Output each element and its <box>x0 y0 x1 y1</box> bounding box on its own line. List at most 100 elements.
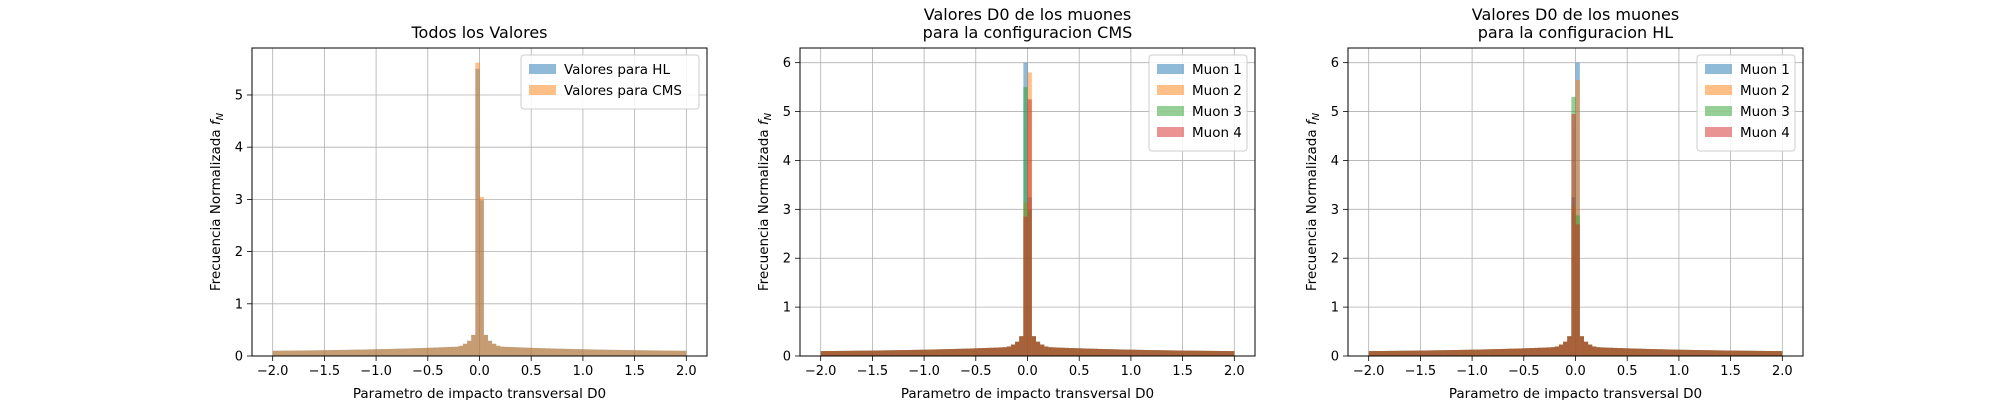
histogram-bar <box>1716 350 1721 356</box>
histogram-bar <box>1534 347 1539 356</box>
histogram-bar <box>363 349 369 356</box>
y-tick-label: 0 <box>235 350 243 365</box>
histogram-bar <box>1579 336 1584 356</box>
x-tick-label: −1.0 <box>360 364 392 379</box>
y-axis-label: Frecuencia Normalizada fN <box>1304 112 1322 291</box>
legend-swatch <box>1157 127 1184 137</box>
histogram-bar <box>1164 350 1169 356</box>
y-tick-label: 2 <box>1331 252 1339 267</box>
x-tick-label: −0.5 <box>960 364 992 379</box>
histogram-bar <box>446 347 451 356</box>
histogram-bar <box>1496 349 1502 356</box>
histogram-bar <box>1600 347 1605 356</box>
histogram-bar <box>1587 344 1593 356</box>
histogram-bar <box>1143 349 1148 356</box>
histogram-bar <box>882 350 888 356</box>
legend-label: Muon 2 <box>1740 83 1790 99</box>
histogram-bar <box>1060 347 1065 356</box>
histogram-bar <box>471 334 476 356</box>
histogram-bar <box>1048 347 1053 356</box>
legend-swatch <box>1705 106 1732 116</box>
legend: Muon 1 Muon 2 Muon 3 Muon 4 <box>1696 54 1796 152</box>
histogram-bar <box>1114 349 1119 356</box>
histogram-bar <box>1612 347 1618 356</box>
histogram-bar <box>322 350 327 356</box>
legend-label: Valores para CMS <box>564 83 682 99</box>
histogram-bar <box>1081 348 1086 356</box>
histogram-bar <box>1035 341 1041 356</box>
axes-frame <box>251 47 708 357</box>
histogram-bar <box>1077 348 1082 356</box>
histogram-bar <box>587 349 592 356</box>
histogram-bar <box>1712 350 1717 356</box>
histogram-bar <box>915 349 921 356</box>
histogram-bar <box>1645 348 1651 356</box>
histogram-bar <box>1583 341 1589 356</box>
histogram-bar <box>475 62 480 357</box>
histogram-bar <box>1616 348 1622 356</box>
histogram-bar <box>280 350 286 356</box>
histogram-bar <box>380 349 385 356</box>
histogram-bar <box>624 350 629 356</box>
x-tick-label: −2.0 <box>257 364 289 379</box>
histogram-bar <box>1480 349 1485 356</box>
histogram-bar <box>487 340 493 356</box>
histogram-bar <box>1422 350 1427 356</box>
histogram-bar <box>644 350 650 356</box>
histogram-bar <box>1093 348 1099 356</box>
histogram-bar <box>603 349 608 356</box>
histogram-bar <box>537 348 542 356</box>
histogram-bar <box>595 349 600 356</box>
y-axis-label-main: Frecuencia Normalizada <box>208 125 224 291</box>
histogram-bar <box>462 343 468 356</box>
histogram-bar <box>330 350 335 356</box>
histogram-bar <box>413 348 418 356</box>
histogram-bar <box>628 350 633 356</box>
histogram-bar <box>1629 348 1634 356</box>
x-tick-label: −0.5 <box>412 364 444 379</box>
histogram-bar <box>891 350 896 356</box>
y-axis-label: Frecuencia Normalizada fN <box>208 112 226 291</box>
histogram-bar <box>1155 350 1161 356</box>
y-tick-label: 4 <box>235 141 243 156</box>
histogram-bar <box>1695 350 1700 356</box>
histogram-bar <box>549 348 555 356</box>
series-4 <box>820 99 1235 356</box>
histogram-bar <box>1740 350 1746 356</box>
histogram-bar <box>491 343 497 356</box>
histogram-bar <box>1567 336 1572 356</box>
histogram-bar <box>682 350 687 356</box>
histogram-bar <box>371 349 377 356</box>
axes-frame <box>1347 47 1804 357</box>
histogram-bar <box>1765 350 1771 356</box>
histogram-bar <box>899 350 904 356</box>
histogram-bar <box>678 350 683 356</box>
histogram-bar <box>1230 351 1235 356</box>
axes-frame <box>799 47 1256 357</box>
histogram-bar <box>1410 350 1415 356</box>
histogram-bar <box>1666 349 1671 356</box>
histogram-bar <box>1447 350 1452 356</box>
histogram-bar <box>297 350 302 356</box>
y-axis-label: Frecuencia Normalizada fN <box>756 112 774 291</box>
histogram-bar <box>425 347 431 356</box>
histogram-bar <box>1604 347 1609 356</box>
histogram-bar <box>1106 349 1111 356</box>
histogram-bar <box>1389 350 1394 356</box>
histogram-bar <box>886 350 892 356</box>
legend: Valores para HL Valores para CMS <box>520 54 700 110</box>
histogram-bar <box>314 350 319 356</box>
histogram-bar <box>421 347 426 356</box>
histogram-bar <box>582 349 588 356</box>
histogram-bar <box>1368 351 1374 356</box>
x-tick-label: −1.5 <box>857 364 889 379</box>
histogram-bar <box>276 350 282 356</box>
histogram-bar <box>1633 348 1638 356</box>
histogram-bar <box>1720 350 1725 356</box>
legend-swatch <box>1705 127 1732 137</box>
histogram-bar <box>442 347 447 356</box>
histogram-bar <box>1221 351 1227 356</box>
histogram-bar <box>1184 350 1190 356</box>
y-tick-label: 3 <box>235 193 243 208</box>
histogram-bar <box>853 350 859 356</box>
